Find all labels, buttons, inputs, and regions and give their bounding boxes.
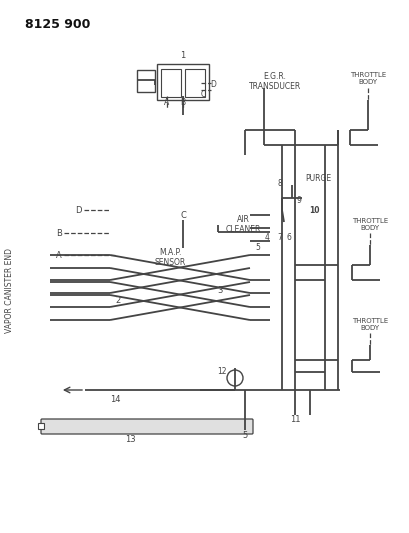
Text: 7: 7 — [277, 232, 282, 241]
FancyBboxPatch shape — [41, 419, 252, 434]
Bar — [157, 64, 209, 100]
Text: C: C — [200, 90, 206, 99]
Bar — [137, 70, 155, 92]
Text: 6: 6 — [286, 232, 291, 241]
Bar — [184, 69, 204, 97]
Text: 4: 4 — [264, 232, 269, 241]
Text: B: B — [180, 98, 185, 107]
Text: THROTTLE
BODY: THROTTLE BODY — [351, 318, 387, 331]
Text: 5: 5 — [255, 243, 260, 252]
Text: VAPOR CANISTER END: VAPOR CANISTER END — [5, 247, 14, 333]
Bar — [38, 423, 44, 429]
Text: M.A.P.
SENSOR: M.A.P. SENSOR — [154, 248, 185, 268]
Text: 9: 9 — [296, 196, 301, 205]
Text: 5: 5 — [242, 431, 247, 440]
Text: C: C — [180, 211, 186, 220]
Text: AIR
CLEANER: AIR CLEANER — [225, 215, 260, 235]
Text: A: A — [164, 98, 169, 107]
Text: THROTTLE
BODY: THROTTLE BODY — [351, 218, 387, 231]
Text: 8125 900: 8125 900 — [25, 18, 90, 31]
Text: B: B — [56, 229, 62, 238]
Text: D: D — [209, 79, 216, 88]
Text: 14: 14 — [110, 395, 120, 405]
Bar — [161, 69, 180, 97]
Text: 2: 2 — [115, 295, 120, 304]
Text: 3: 3 — [217, 286, 222, 295]
Text: 1: 1 — [180, 51, 185, 60]
Text: A: A — [56, 251, 62, 260]
Text: D: D — [75, 206, 82, 214]
Text: E.G.R.
TRANSDUCER: E.G.R. TRANSDUCER — [248, 72, 300, 91]
Text: PURGE: PURGE — [304, 174, 330, 182]
Text: 8: 8 — [276, 179, 281, 188]
Text: 13: 13 — [124, 435, 135, 445]
Text: 12: 12 — [217, 367, 226, 376]
Text: THROTTLE
BODY: THROTTLE BODY — [349, 72, 385, 85]
Text: 10: 10 — [308, 206, 319, 214]
Text: 11: 11 — [289, 416, 299, 424]
